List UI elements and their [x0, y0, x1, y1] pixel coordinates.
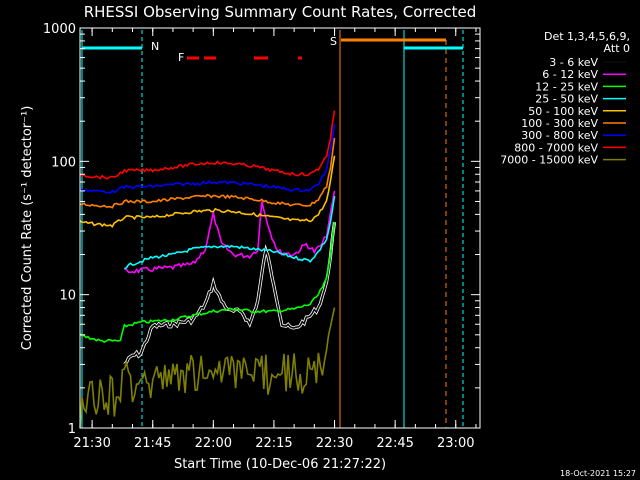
series-layer — [79, 110, 337, 429]
series-line-8 — [79, 307, 336, 429]
series-line-6 — [79, 124, 336, 195]
y-axis-label: Corrected Count Rate (s⁻¹ detector⁻¹) — [20, 106, 35, 351]
legend-label: 7000 - 15000 keV — [500, 154, 598, 167]
y-tick-label: 1 — [68, 422, 76, 437]
x-axis-label: Start Time (10-Dec-06 21:27:22) — [174, 457, 386, 472]
y-tick-label: 1000 — [43, 22, 76, 37]
legend-label: 3 - 6 keV — [549, 56, 598, 69]
x-tick-label: 22:00 — [195, 436, 232, 451]
plot-overlays: N S F — [81, 30, 464, 428]
legend-label: 300 - 800 keV — [521, 129, 598, 142]
x-tick-label: 22:45 — [376, 436, 413, 451]
x-tick-label: 22:30 — [316, 436, 353, 451]
series-line-1 — [124, 190, 336, 274]
flag-label-n: N — [151, 40, 159, 53]
series-line-2 — [79, 222, 336, 344]
legend-label: 12 - 25 keV — [535, 80, 598, 93]
legend-label: 6 - 12 keV — [542, 68, 598, 81]
footer-timestamp: 18-Oct-2021 15:27 — [560, 469, 636, 478]
series-line-3 — [124, 195, 336, 270]
x-tick-label: 21:45 — [134, 436, 171, 451]
flag-label-f: F — [178, 51, 184, 64]
chart-title: RHESSI Observing Summary Count Rates, Co… — [84, 3, 477, 21]
legend-header-2: Att 0 — [604, 42, 630, 55]
series-line-0-outline — [123, 221, 337, 366]
y-tick-label: 100 — [51, 155, 76, 170]
series-line-0 — [123, 221, 336, 365]
series-line-7 — [79, 110, 336, 180]
legend-label: 25 - 50 keV — [535, 93, 598, 106]
legend-header-1: Det 1,3,4,5,6,9, — [544, 30, 630, 43]
y-tick-label: 10 — [59, 289, 76, 304]
x-tick-label: 21:30 — [73, 436, 110, 451]
legend-label: 100 - 300 keV — [521, 117, 598, 130]
x-tick-label: 22:15 — [255, 436, 292, 451]
axis-ticks: 21:30 21:45 22:00 22:15 22:30 22:45 23:00 1 10 10… — [43, 22, 480, 451]
legend-label: 50 - 100 keV — [528, 105, 598, 118]
flag-label-s: S — [330, 35, 337, 48]
x-tick-label: 23:00 — [437, 436, 474, 451]
plot-frame — [79, 27, 481, 429]
series-line-4 — [79, 155, 336, 228]
series-line-5 — [79, 137, 336, 209]
legend-label: 800 - 7000 keV — [514, 141, 598, 154]
